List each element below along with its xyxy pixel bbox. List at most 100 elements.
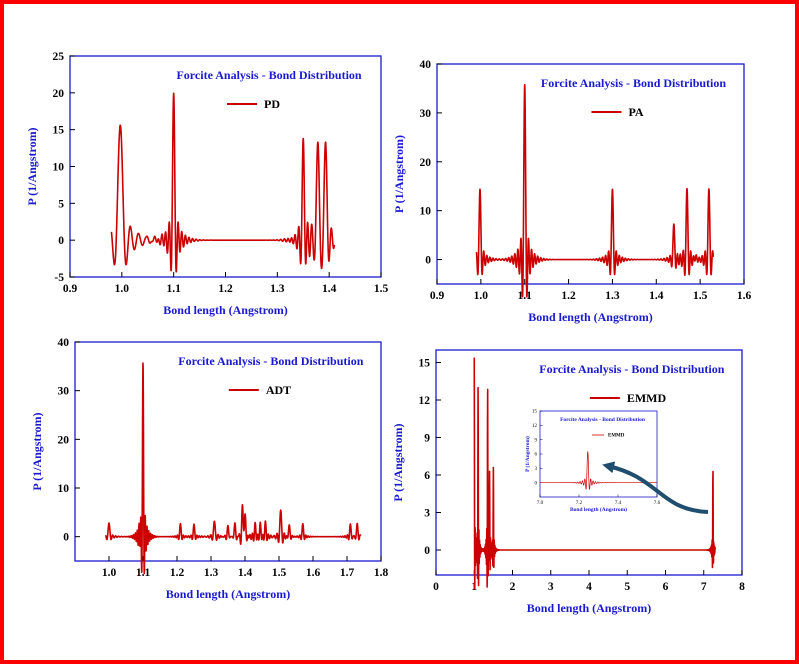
- series-line-adt: [104, 362, 362, 575]
- y-tick-label: 30: [58, 386, 70, 398]
- inset-pointer-arrow: [602, 461, 709, 514]
- series-line-pa: [475, 83, 715, 298]
- y-axis-title: P (1/Angstrom): [391, 423, 405, 501]
- y-tick-label: 20: [420, 157, 432, 169]
- plot-title: Forcite Analysis - Bond Distribution: [541, 76, 726, 90]
- x-tick-label: 1.1: [136, 567, 151, 579]
- inset-background: [540, 411, 657, 497]
- x-tick-label: 8: [739, 581, 745, 593]
- y-tick-label: 15: [532, 410, 538, 415]
- y-tick-label: 10: [420, 206, 432, 218]
- x-tick-label: 1.8: [374, 567, 389, 579]
- x-tick-label: 1.7: [340, 567, 355, 579]
- x-tick-label: 1.4: [322, 283, 337, 295]
- x-tick-label: 0: [433, 581, 439, 593]
- legend-label: PD: [264, 97, 280, 111]
- arrow-curve: [602, 461, 709, 514]
- y-tick-label: 15: [53, 125, 65, 137]
- y-tick-label: 0: [58, 235, 64, 247]
- x-tick-label: 1.2: [218, 283, 233, 295]
- y-tick-label: 25: [53, 51, 65, 63]
- x-tick-label: 7.0: [537, 501, 544, 506]
- y-tick-label: 0: [424, 545, 430, 557]
- y-tick-label: 12: [419, 395, 431, 407]
- y-tick-label: 15: [419, 358, 431, 370]
- plot-title: Forcite Analysis - Bond Distribution: [176, 68, 361, 82]
- plot-frame: [436, 63, 745, 285]
- legend-label: EMMD: [608, 434, 625, 439]
- y-axis-title: P (1/Angstrom): [524, 436, 531, 472]
- x-tick-label: 7.2: [576, 501, 583, 506]
- y-tick-label: 3: [424, 508, 430, 520]
- x-tick-label: 1.5: [374, 283, 389, 295]
- x-tick-label: 3: [548, 581, 554, 593]
- series-line-emmd: [539, 451, 658, 490]
- legend-label: PA: [628, 105, 643, 119]
- y-axis-title: P (1/Angstrom): [25, 127, 39, 205]
- series-line-pd: [110, 92, 336, 273]
- x-tick-label: 7.6: [654, 501, 661, 506]
- chart-adt: 1.0 1.1 1.2 1.3 1.4 1.5 1.6 1.7 1.8 0 10 20 30 40 Bond…: [30, 337, 388, 601]
- x-axis-title: Bond length (Angstrom): [527, 601, 651, 615]
- y-tick-label: 9: [535, 438, 538, 443]
- plot-title: Forcite Analysis - Bond Distribution: [178, 354, 363, 368]
- y-tick-label: 6: [424, 470, 430, 482]
- x-tick-label: 1.6: [306, 567, 321, 579]
- y-tick-label: 30: [420, 108, 432, 120]
- y-axis-title: P (1/Angstrom): [392, 135, 406, 213]
- x-tick-label: 0.9: [430, 290, 445, 302]
- legend-label: ADT: [266, 383, 291, 397]
- x-tick-label: 1.3: [270, 283, 285, 295]
- plot-frame: [74, 341, 382, 562]
- x-tick-label: 7: [701, 581, 707, 593]
- y-tick-label: 12: [532, 424, 538, 429]
- x-tick-label: 1.5: [693, 290, 708, 302]
- y-tick-label: 10: [53, 162, 65, 174]
- y-tick-label: 40: [58, 337, 70, 349]
- y-tick-label: -5: [54, 272, 64, 284]
- chart-emmd-inset: 7.0 7.2 7.4 7.6 0 3 6 9 12 15 Bond length (Angstro…: [524, 410, 661, 513]
- chart-emmd: 0 1 2 3 4 5 6 7 8 0 3 6 9 12 15 Bond length (Angstrom) P…: [391, 349, 745, 615]
- y-tick-label: 10: [58, 483, 70, 495]
- x-axis-title: Bond length (Angstrom): [166, 587, 290, 601]
- y-tick-label: 20: [53, 88, 65, 100]
- y-axis-title: P (1/Angstrom): [30, 412, 44, 490]
- series-line-emmd: [473, 357, 717, 590]
- y-tick-label: 0: [425, 255, 431, 267]
- x-tick-label: 1.5: [272, 567, 287, 579]
- legend-label: EMMD: [627, 391, 667, 405]
- x-tick-label: 1.2: [170, 567, 185, 579]
- x-tick-label: 1.4: [238, 567, 253, 579]
- x-tick-label: 1.1: [166, 283, 181, 295]
- chart-pa: 0.9 1.0 1.1 1.2 1.3 1.4 1.5 1.6 0 10 20 30 40 Bond le…: [392, 59, 751, 324]
- x-axis-title: Bond length (Angstrom): [528, 310, 652, 324]
- x-tick-label: 1.1: [518, 290, 533, 302]
- y-tick-label: 40: [420, 59, 432, 71]
- y-tick-label: 9: [424, 433, 430, 445]
- y-tick-label: 6: [535, 453, 538, 458]
- y-tick-label: 3: [535, 467, 538, 472]
- x-tick-label: 7.4: [615, 501, 622, 506]
- x-tick-label: 0.9: [63, 283, 78, 295]
- y-tick-label: 20: [58, 434, 70, 446]
- plot-title: Forcite Analysis - Bond Distribution: [539, 362, 724, 376]
- x-tick-label: 1.4: [649, 290, 664, 302]
- y-tick-label: 0: [63, 532, 69, 544]
- x-tick-label: 1.2: [561, 290, 576, 302]
- x-tick-label: 1.0: [115, 283, 130, 295]
- x-axis-title: Bond length (Angstrom): [570, 506, 627, 513]
- plot-title: Forcite Analysis - Bond Distribution: [560, 417, 645, 423]
- chart-pd: 0.9 1.0 1.1 1.2 1.3 1.4 1.5 -5 0 5 10 15 20 25 Bond le…: [25, 51, 388, 317]
- x-axis-title: Bond length (Angstrom): [163, 303, 287, 317]
- x-tick-label: 1.3: [605, 290, 620, 302]
- x-tick-label: 1.6: [737, 290, 752, 302]
- y-tick-label: 0: [535, 481, 538, 486]
- x-tick-label: 4: [586, 581, 592, 593]
- x-tick-label: 2: [510, 581, 516, 593]
- x-tick-label: 1.3: [204, 567, 219, 579]
- y-tick-label: 5: [58, 198, 64, 210]
- x-tick-label: 1.0: [102, 567, 117, 579]
- x-tick-label: 6: [663, 581, 669, 593]
